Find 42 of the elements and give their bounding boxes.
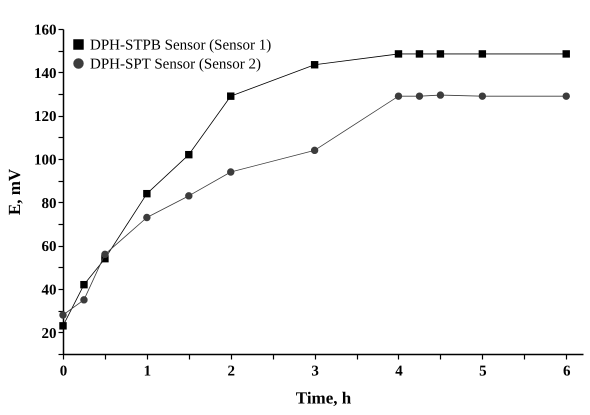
y-tick-label: 140 [34,66,56,82]
y-tick-label: 60 [42,239,56,256]
point [59,322,67,330]
point [185,192,193,200]
y-tick-label: 100 [34,152,56,168]
point [310,146,318,154]
point [416,92,424,100]
point [416,50,424,58]
point [101,250,109,258]
point [562,50,570,58]
y-tick-label: 40 [42,282,56,298]
y-tick-label: 80 [42,196,56,212]
point [394,50,402,58]
point [227,168,234,176]
point [478,50,486,58]
point [562,92,570,100]
point [80,296,88,304]
point [227,92,234,100]
x-tick-label: 1 [144,364,152,380]
point [80,280,88,288]
x-tick-label: 0 [60,364,68,380]
y-axis-title: E, mV [5,168,24,216]
legend-label: DPH-SPT Sensor (Sensor 2) [90,56,261,72]
x-tick-label: 5 [479,364,487,380]
x-tick-label: 6 [562,364,571,380]
y-tick-label: 20 [42,326,56,342]
x-axis-title: Time, h [296,388,352,408]
point [185,150,193,158]
point [143,214,151,222]
point [394,92,402,100]
y-tick-label: 160 [34,22,56,38]
point [436,91,444,99]
point [478,92,486,100]
x-tick-label: 2 [227,364,235,380]
point [436,50,444,58]
y-tick-label: 120 [34,109,56,126]
point [143,190,151,198]
point [59,311,67,319]
legend-label: DPH-STPB Sensor (Sensor 1) [90,38,272,54]
x-tick-label: 4 [395,364,404,380]
x-tick-label: 3 [311,364,319,380]
point [310,61,318,68]
